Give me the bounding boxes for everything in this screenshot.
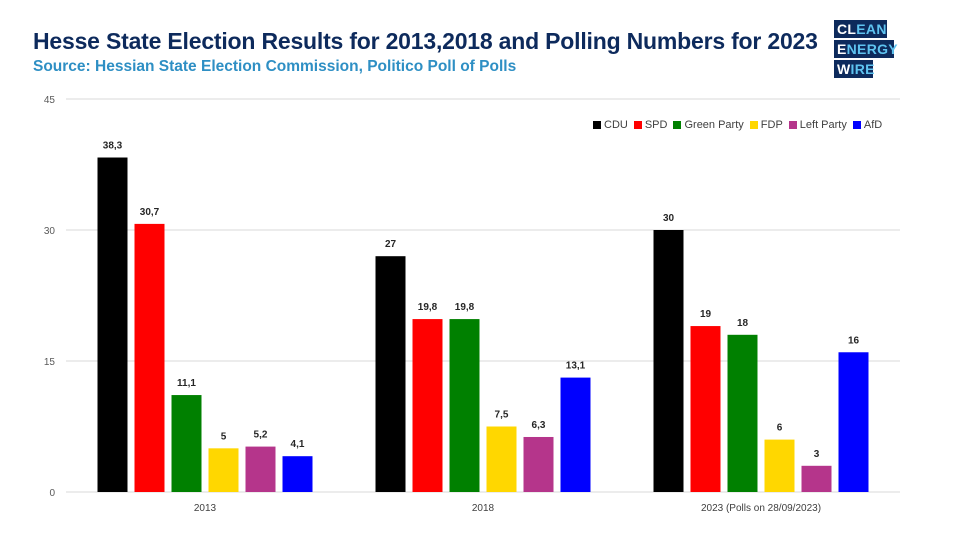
data-label: 13,1 <box>566 361 586 372</box>
legend-swatch <box>788 121 797 129</box>
legend-item-afd: AfD <box>852 119 883 131</box>
bar-left-party-2 <box>801 465 832 492</box>
y-tick-label: 45 <box>44 95 56 106</box>
data-label: 27 <box>385 239 397 250</box>
data-label: 30,7 <box>140 207 160 218</box>
bar-cdu-2 <box>653 230 684 492</box>
logo-line-energy: ENERGY <box>834 40 898 58</box>
bar-fdp-0 <box>208 448 239 492</box>
data-label: 5 <box>221 431 227 442</box>
bar-afd-2 <box>838 352 869 492</box>
data-label: 19,8 <box>455 302 475 313</box>
legend-item-cdu: CDU <box>593 119 628 131</box>
legend-label: CDU <box>604 119 628 131</box>
bar-afd-0 <box>282 456 313 492</box>
bar-spd-2 <box>690 326 721 492</box>
bar-green-party-1 <box>449 319 480 492</box>
data-label: 7,5 <box>495 410 509 421</box>
data-label: 38,3 <box>103 141 123 152</box>
data-label: 6,3 <box>532 420 546 431</box>
y-tick-label: 30 <box>44 226 56 237</box>
y-axis-ticks: 0 15 30 45 <box>44 95 56 499</box>
y-tick-label: 15 <box>44 357 56 368</box>
bar-fdp-1 <box>486 426 517 492</box>
legend-item-green-party: Green Party <box>673 119 744 131</box>
bar-afd-1 <box>560 377 591 492</box>
y-tick-label: 0 <box>49 488 55 499</box>
bar-left-party-1 <box>523 436 554 492</box>
data-label: 11,1 <box>177 378 196 389</box>
data-label: 19 <box>700 309 712 320</box>
legend-swatch <box>633 121 642 129</box>
x-tick-label: 2018 <box>472 503 495 514</box>
gridlines <box>66 98 900 493</box>
legend-item-fdp: FDP <box>749 119 783 131</box>
legend-item-spd: SPD <box>633 119 668 131</box>
x-tick-label: 2013 <box>194 503 217 514</box>
data-label: 30 <box>663 213 675 224</box>
data-labels: 38,3 30,7 11,1 5 5,2 4,1 27 19,8 19,8 7,5 6,3 13,1 3… <box>103 141 860 460</box>
legend-label: Green Party <box>684 119 744 131</box>
data-label: 16 <box>848 335 860 346</box>
logo-line-clean: CLEAN <box>834 20 887 38</box>
data-label: 5,2 <box>254 430 268 441</box>
bar-green-party-2 <box>727 334 758 492</box>
chart-legend: CDU SPD Green Party FDP Left Party AfD <box>593 119 888 131</box>
legend-item-left-party: Left Party <box>788 119 847 131</box>
data-label: 3 <box>814 449 820 460</box>
legend-swatch <box>749 121 758 129</box>
data-label: 18 <box>737 318 749 329</box>
legend-label: Left Party <box>799 119 847 131</box>
x-tick-label: 2023 (Polls on 28/09/2023) <box>701 503 821 514</box>
legend-label: FDP <box>760 119 783 131</box>
bar-green-party-0 <box>171 395 202 492</box>
legend-swatch <box>593 121 601 129</box>
data-label: 19,8 <box>418 302 438 313</box>
bar-spd-0 <box>134 223 165 493</box>
legend-label: AfD <box>863 119 883 131</box>
bars <box>97 157 869 493</box>
data-label: 6 <box>777 423 783 434</box>
x-axis-ticks: 2013 2018 2023 (Polls on 28/09/2023) <box>194 503 821 514</box>
bar-fdp-2 <box>764 439 795 492</box>
logo-line-wire: WIRE <box>834 60 874 78</box>
data-label: 4,1 <box>291 439 305 450</box>
clean-energy-wire-logo: CLEAN ENERGY WIRE <box>834 20 898 80</box>
bar-cdu-0 <box>97 157 128 492</box>
bar-left-party-0 <box>245 446 276 492</box>
bar-cdu-1 <box>375 256 406 492</box>
legend-swatch <box>852 121 861 129</box>
chart-title: Hesse State Election Results for 2013,20… <box>33 28 818 54</box>
bar-spd-1 <box>412 319 443 492</box>
chart-subtitle: Source: Hessian State Election Commissio… <box>33 58 517 75</box>
legend-swatch <box>673 121 682 129</box>
legend-label: SPD <box>644 119 668 131</box>
